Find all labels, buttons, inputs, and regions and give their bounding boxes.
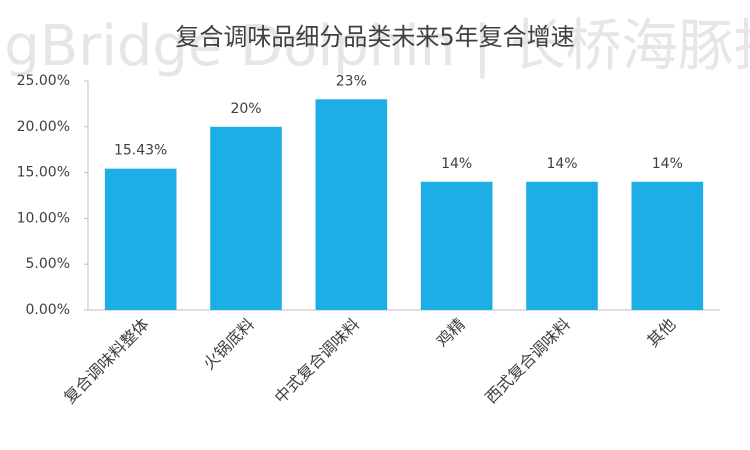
- value-label: 20%: [230, 101, 261, 117]
- x-tick-label: 中式复合调味料: [271, 315, 364, 408]
- x-tick-label: 火锅底料: [199, 315, 258, 374]
- bar: [420, 181, 493, 310]
- y-tick-label: 15.00%: [17, 165, 70, 181]
- bar: [315, 99, 388, 310]
- value-label: 14%: [441, 156, 472, 172]
- bar: [210, 126, 282, 310]
- value-label: 14%: [652, 156, 683, 172]
- value-label: 14%: [546, 156, 577, 172]
- y-tick-label: 25.00%: [17, 73, 70, 89]
- y-tick-label: 20.00%: [17, 119, 70, 135]
- chart-title: 复合调味品细分品类未来5年复合增速: [175, 23, 574, 51]
- y-tick-label: 10.00%: [17, 210, 70, 226]
- value-label: 15.43%: [114, 143, 167, 159]
- value-label: 23%: [336, 73, 367, 89]
- watermark: LongBridge Dolphin | 长桥海豚投研: [0, 14, 750, 79]
- bar: [104, 168, 177, 310]
- x-tick-label: 复合调味料整体: [60, 315, 153, 408]
- y-tick-label: 0.00%: [26, 302, 70, 318]
- x-tick-label: 其他: [643, 315, 679, 351]
- x-tick-label: 鸡精: [433, 315, 469, 351]
- bar: [526, 181, 598, 310]
- y-tick-label: 5.00%: [26, 256, 70, 272]
- x-tick-label: 西式复合调味料: [481, 315, 574, 408]
- bar: [631, 181, 704, 310]
